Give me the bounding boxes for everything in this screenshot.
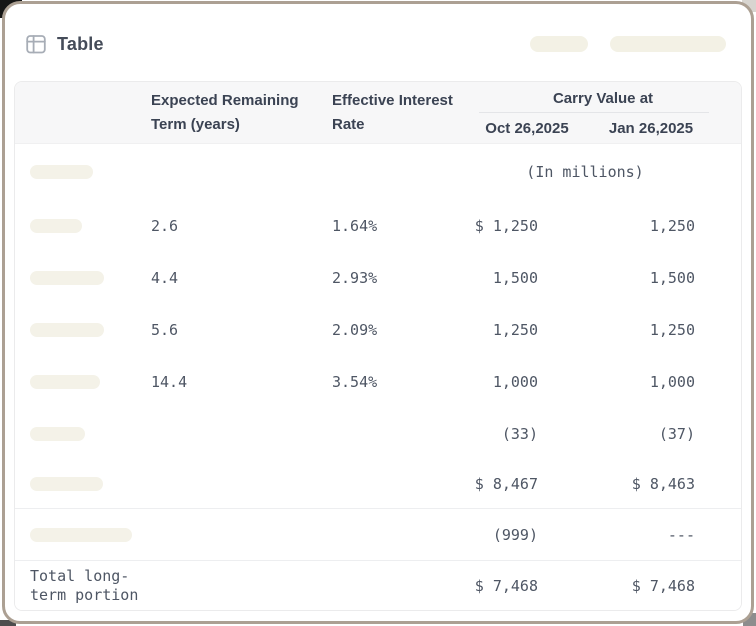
header-cell-jan-date: Jan 26,2025 <box>608 119 694 137</box>
oct-value-cell: $ 1,250 <box>474 217 538 235</box>
row-label-cell <box>15 460 135 508</box>
oct-value-cell: (999) <box>492 525 538 544</box>
header-date-cells: Oct 26,2025 Jan 26,2025 <box>463 113 741 143</box>
skeleton-pill-small[interactable] <box>530 36 588 52</box>
empty-cell <box>135 144 316 200</box>
redacted-cell-pill <box>30 323 104 337</box>
oct-value-cell: (33) <box>501 425 538 443</box>
table-row-total: Total long-term portion $ 7,468 $ 7,468 <box>15 560 741 610</box>
term-cell: 2.6 <box>151 217 179 235</box>
empty-cell <box>316 509 463 560</box>
redacted-cell-pill <box>30 165 93 179</box>
table-row-units: (In millions) <box>15 144 741 200</box>
row-label-cell <box>15 509 135 560</box>
jan-value-cell: --- <box>667 525 695 544</box>
skeleton-pill-large[interactable] <box>610 36 726 52</box>
header-cell-term: Expected Remaining Term (years) <box>151 91 299 133</box>
header-carry-value-label: Carry Value at <box>552 90 654 107</box>
table-header-row: Expected Remaining Term (years) Effectiv… <box>15 82 741 144</box>
oct-value-cell: 1,500 <box>492 269 538 287</box>
card-title: Table <box>57 33 104 54</box>
term-cell: 14.4 <box>151 373 188 391</box>
empty-cell <box>135 408 316 460</box>
rate-cell: 1.64% <box>332 217 378 235</box>
table-row: 14.4 3.54% 1,000 1,000 <box>15 356 741 408</box>
table-row: (33) (37) <box>15 408 741 460</box>
jan-value-cell: 1,000 <box>649 373 695 391</box>
term-cell: 4.4 <box>151 269 179 287</box>
row-label-cell <box>15 304 135 356</box>
jan-value-cell: $ 8,463 <box>631 475 695 493</box>
total-oct-value-cell: $ 7,468 <box>474 576 538 595</box>
card-title-group: Table <box>24 32 104 56</box>
oct-value-cell: 1,000 <box>492 373 538 391</box>
empty-cell <box>135 460 316 508</box>
total-row-label: Total long-term portion <box>30 566 139 604</box>
table-icon <box>24 32 48 56</box>
jan-value-cell: 1,250 <box>649 217 695 235</box>
redacted-cell-pill <box>30 375 100 389</box>
header-group-carry-value: Carry Value at Oct 26,2025 Jan 26,2025 <box>463 82 741 143</box>
redacted-cell-pill <box>30 219 82 233</box>
table-row: 5.6 2.09% 1,250 1,250 <box>15 304 741 356</box>
table-row: 4.4 2.93% 1,500 1,500 <box>15 252 741 304</box>
data-table: Expected Remaining Term (years) Effectiv… <box>14 81 742 611</box>
rate-cell: 2.93% <box>332 269 378 287</box>
empty-cell <box>316 460 463 508</box>
redacted-cell-pill <box>30 427 85 441</box>
row-label-cell <box>15 200 135 252</box>
rate-cell: 2.09% <box>332 321 378 339</box>
card-header: Table <box>5 4 751 56</box>
background-corner-bottomleft <box>0 620 16 626</box>
redacted-cell-pill <box>30 477 103 491</box>
header-cell-empty <box>15 82 135 143</box>
card-actions <box>530 36 726 52</box>
empty-cell <box>316 561 463 610</box>
oct-value-cell: 1,250 <box>492 321 538 339</box>
header-group-underline <box>479 112 709 113</box>
term-cell: 5.6 <box>151 321 179 339</box>
empty-cell <box>135 509 316 560</box>
row-label-cell <box>15 356 135 408</box>
table-row: 2.6 1.64% $ 1,250 1,250 <box>15 200 741 252</box>
redacted-cell-pill <box>30 271 104 285</box>
oct-value-cell: $ 8,467 <box>474 475 538 493</box>
units-note: (In millions) <box>526 163 644 181</box>
total-jan-value-cell: $ 7,468 <box>631 576 695 595</box>
table-row: (999) --- <box>15 508 741 560</box>
redacted-cell-pill <box>30 527 132 542</box>
empty-cell <box>316 408 463 460</box>
header-cell-oct-date: Oct 26,2025 <box>485 119 569 137</box>
table-row-subtotal: $ 8,467 $ 8,463 <box>15 460 741 508</box>
jan-value-cell: (37) <box>658 425 695 443</box>
rate-cell: 3.54% <box>332 373 378 391</box>
empty-cell <box>316 144 463 200</box>
row-label-cell <box>15 144 135 200</box>
row-label-cell <box>15 252 135 304</box>
row-label-cell <box>15 408 135 460</box>
header-cell-rate: Effective Interest Rate <box>332 91 453 133</box>
jan-value-cell: 1,250 <box>649 321 695 339</box>
jan-value-cell: 1,500 <box>649 269 695 287</box>
